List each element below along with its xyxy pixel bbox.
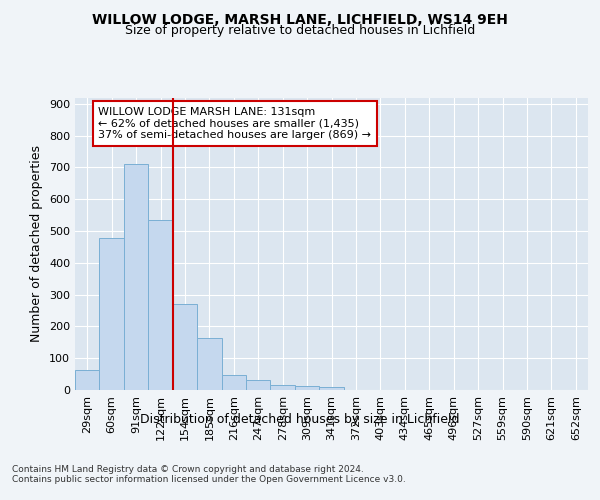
Bar [124, 164, 148, 390]
Text: Distribution of detached houses by size in Lichfield: Distribution of detached houses by size … [140, 412, 460, 426]
Text: WILLOW LODGE, MARSH LANE, LICHFIELD, WS14 9EH: WILLOW LODGE, MARSH LANE, LICHFIELD, WS1… [92, 12, 508, 26]
Text: Contains HM Land Registry data © Crown copyright and database right 2024.
Contai: Contains HM Land Registry data © Crown c… [12, 465, 406, 484]
Text: WILLOW LODGE MARSH LANE: 131sqm
← 62% of detached houses are smaller (1,435)
37%: WILLOW LODGE MARSH LANE: 131sqm ← 62% of… [98, 107, 371, 140]
Bar [197, 338, 221, 390]
Text: Size of property relative to detached houses in Lichfield: Size of property relative to detached ho… [125, 24, 475, 37]
Bar [173, 304, 197, 390]
Bar [148, 220, 173, 390]
Bar [246, 380, 271, 390]
Bar [319, 388, 344, 390]
Bar [271, 385, 295, 390]
Y-axis label: Number of detached properties: Number of detached properties [31, 145, 43, 342]
Bar [221, 375, 246, 390]
Bar [295, 386, 319, 390]
Bar [100, 238, 124, 390]
Bar [75, 370, 100, 390]
